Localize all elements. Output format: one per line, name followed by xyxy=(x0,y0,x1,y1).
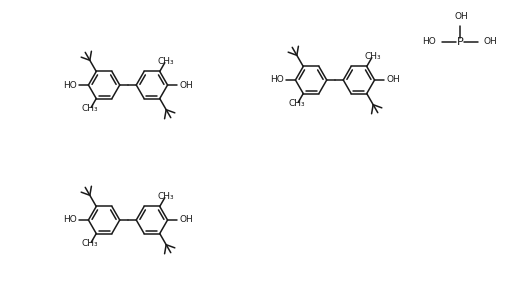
Text: CH₃: CH₃ xyxy=(365,52,382,61)
Text: CH₃: CH₃ xyxy=(158,57,174,66)
Text: P: P xyxy=(457,37,464,47)
Text: CH₃: CH₃ xyxy=(158,192,174,201)
Text: OH: OH xyxy=(484,37,498,47)
Text: HO: HO xyxy=(62,81,77,89)
Text: OH: OH xyxy=(180,216,193,224)
Text: CH₃: CH₃ xyxy=(81,104,98,113)
Text: HO: HO xyxy=(62,216,77,224)
Text: CH₃: CH₃ xyxy=(81,239,98,248)
Text: OH: OH xyxy=(386,75,400,85)
Text: HO: HO xyxy=(422,37,436,47)
Text: HO: HO xyxy=(270,75,284,85)
Text: OH: OH xyxy=(180,81,193,89)
Text: CH₃: CH₃ xyxy=(289,99,305,108)
Text: OH: OH xyxy=(454,12,468,21)
